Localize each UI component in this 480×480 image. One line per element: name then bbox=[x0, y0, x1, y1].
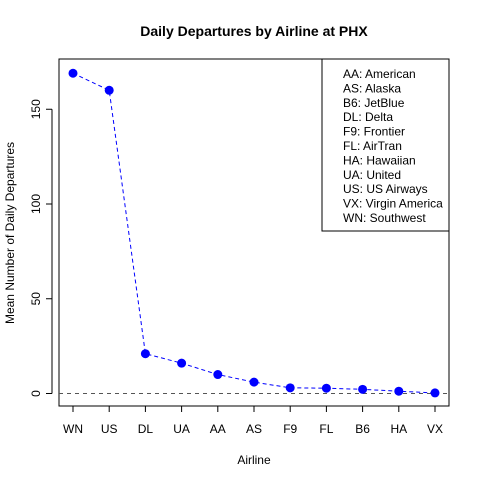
legend-entry: UA: United bbox=[343, 168, 401, 182]
x-axis: WN US DL UA AA AS F9 FL B6 HA VX bbox=[63, 405, 443, 436]
x-tick-label: F9 bbox=[283, 422, 297, 436]
legend-entry: AA: American bbox=[343, 67, 416, 81]
data-point-wn bbox=[68, 68, 78, 78]
x-tick-label: B6 bbox=[355, 422, 370, 436]
legend-entry: WN: Southwest bbox=[343, 211, 426, 225]
data-point-as bbox=[249, 377, 259, 387]
y-tick-label: 150 bbox=[29, 99, 43, 119]
x-tick-label: FL bbox=[319, 422, 333, 436]
y-tick-label: 100 bbox=[29, 194, 43, 214]
legend-entry: HA: Hawaiian bbox=[343, 153, 416, 167]
legend-entry: B6: JetBlue bbox=[343, 96, 405, 110]
x-tick-label: HA bbox=[390, 422, 407, 436]
chart-title: Daily Departures by Airline at PHX bbox=[140, 23, 368, 39]
data-point-dl bbox=[140, 349, 150, 359]
legend-box bbox=[321, 58, 450, 232]
legend-entry: FL: AirTran bbox=[343, 139, 402, 153]
data-point-ha bbox=[394, 386, 404, 396]
data-point-b6 bbox=[358, 384, 368, 394]
data-point-f9 bbox=[285, 383, 295, 393]
data-point-us bbox=[104, 85, 114, 95]
x-tick-label: WN bbox=[63, 422, 83, 436]
x-tick-label: VX bbox=[427, 422, 443, 436]
legend-entry: VX: Virgin America bbox=[343, 197, 443, 211]
x-axis-label: Airline bbox=[237, 453, 271, 467]
series-line bbox=[72, 72, 436, 394]
data-point-ua bbox=[177, 358, 187, 368]
x-tick-label: AA bbox=[210, 422, 226, 436]
legend-entry: F9: Frontier bbox=[343, 125, 405, 139]
y-tick-label: 50 bbox=[29, 292, 43, 306]
data-point-aa bbox=[213, 370, 223, 380]
x-tick-label: US bbox=[101, 422, 118, 436]
x-tick-label: AS bbox=[246, 422, 262, 436]
y-axis-label: Mean Number of Daily Departures bbox=[3, 142, 17, 324]
legend-entry: AS: Alaska bbox=[343, 81, 401, 95]
legend-entry: US: US Airways bbox=[343, 182, 428, 196]
series-layer bbox=[68, 68, 440, 398]
y-tick-label: 0 bbox=[29, 390, 43, 397]
data-point-fl bbox=[321, 383, 331, 393]
data-point-vx bbox=[430, 388, 440, 398]
y-axis: 0 50 100 150 bbox=[29, 99, 53, 397]
x-tick-label: DL bbox=[138, 422, 154, 436]
x-tick-label: UA bbox=[173, 422, 190, 436]
legend-entry: DL: Delta bbox=[343, 110, 393, 124]
